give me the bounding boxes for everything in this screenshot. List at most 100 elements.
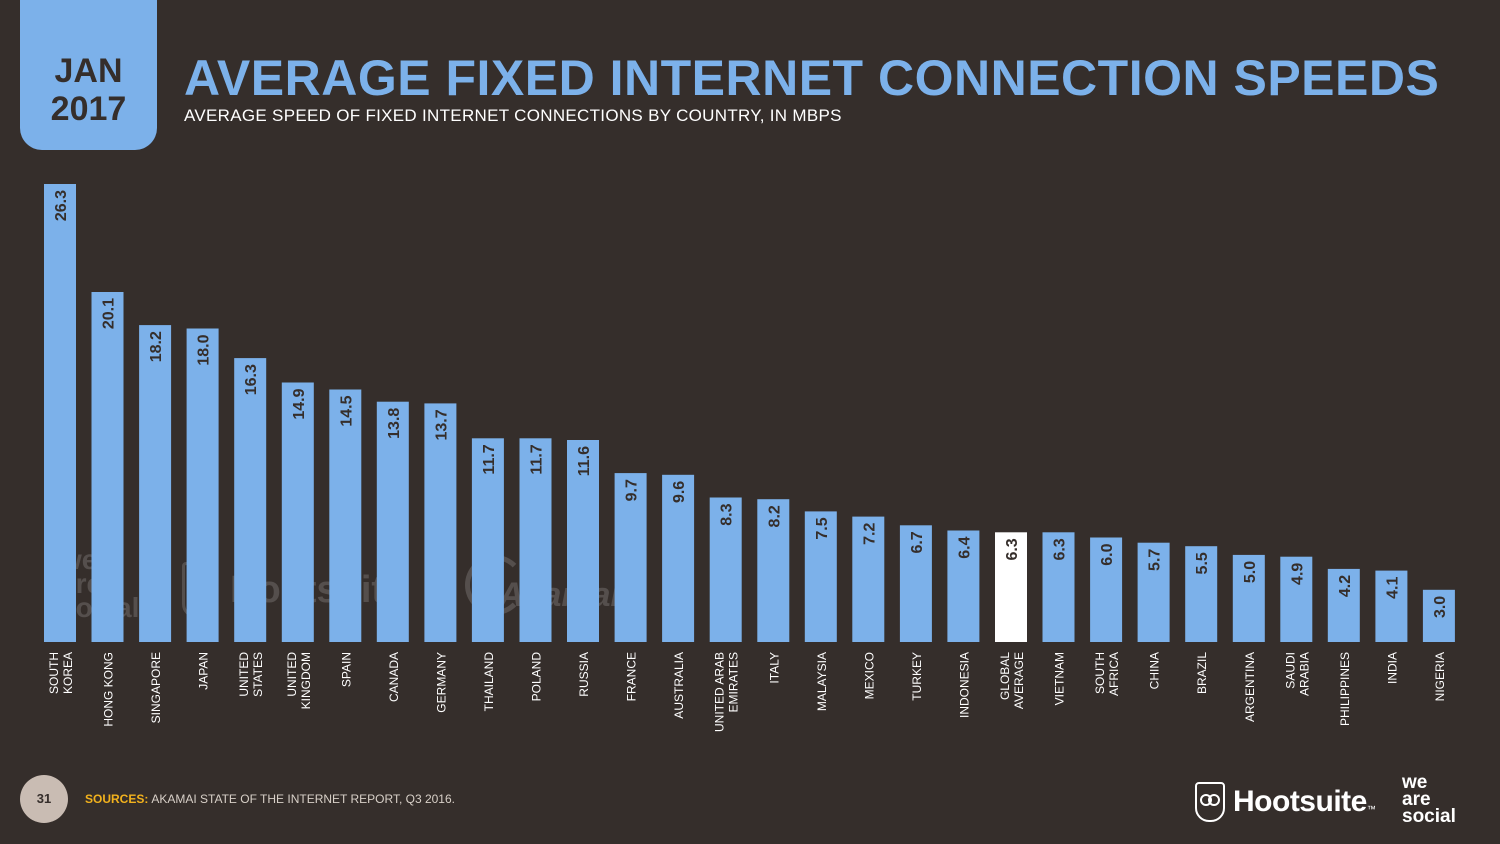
bar-9: [471, 438, 504, 642]
value-label-11: 11.6: [576, 446, 593, 476]
page-title: AVERAGE FIXED INTERNET CONNECTION SPEEDS: [184, 50, 1440, 106]
category-label-22: SOUTHAFRICA: [1093, 652, 1121, 696]
page-subtitle: AVERAGE SPEED OF FIXED INTERNET CONNECTI…: [184, 106, 842, 125]
value-label-22: 6.0: [1099, 543, 1116, 565]
bar-21: [1042, 532, 1075, 642]
bar-5: [281, 382, 314, 642]
value-label-19: 6.4: [956, 536, 973, 558]
value-label-26: 4.9: [1289, 563, 1306, 585]
value-label-4: 16.3: [243, 364, 260, 395]
bar-10: [519, 438, 552, 642]
trademark-symbol: ™: [1366, 804, 1376, 814]
value-label-16: 7.5: [814, 517, 831, 539]
value-label-15: 8.2: [766, 505, 783, 527]
category-label-12: FRANCE: [625, 652, 639, 701]
bar-0: [44, 184, 76, 642]
hootsuite-wordmark: Hootsuite: [1233, 785, 1367, 818]
value-label-18: 6.7: [909, 531, 926, 553]
value-label-17: 7.2: [861, 523, 878, 545]
bar-26: [1280, 556, 1313, 642]
page-number: 31: [20, 775, 68, 823]
value-label-8: 13.7: [433, 409, 450, 440]
bar-7: [376, 401, 409, 642]
category-label-16: MALAYSIA: [815, 652, 829, 711]
bar-19: [947, 530, 980, 642]
bar-25: [1232, 554, 1265, 642]
category-label-17: MEXICO: [862, 652, 876, 699]
bar-8: [424, 403, 457, 642]
category-label-26: SAUDIARABIA: [1283, 652, 1311, 696]
bar-12: [614, 473, 647, 642]
category-label-7: CANADA: [387, 652, 401, 702]
category-label-3: JAPAN: [197, 652, 211, 690]
category-label-9: THAILAND: [482, 652, 496, 712]
bar-1: [91, 292, 124, 642]
value-label-10: 11.7: [529, 444, 546, 474]
category-label-5: UNITEDKINGDOM: [285, 652, 313, 710]
category-label-11: RUSSIA: [577, 652, 591, 697]
value-label-25: 5.0: [1242, 561, 1259, 583]
category-label-13: AUSTRALIA: [672, 652, 686, 719]
category-label-19: INDONESIA: [957, 652, 971, 718]
category-label-0: SOUTHKOREA: [47, 652, 75, 694]
hootsuite-logo: Hootsuite ™: [1195, 780, 1376, 824]
value-label-6: 14.5: [338, 395, 355, 426]
sources-text: AKAMAI STATE OF THE INTERNET REPORT, Q3 …: [151, 792, 455, 806]
sources-label: SOURCES:: [85, 792, 149, 806]
category-label-4: UNITEDSTATES: [237, 652, 265, 697]
bar-24: [1185, 546, 1218, 642]
bar-chart: 26.3 SOUTHKOREA 20.1 HONG KONG 18.2 SINGAPORE…: [44, 184, 1455, 732]
bar-22: [1090, 537, 1123, 642]
bar-2: [139, 325, 172, 642]
bar-17: [852, 516, 885, 642]
value-label-27: 4.2: [1337, 575, 1354, 597]
category-label-27: PHILIPPINES: [1338, 652, 1352, 726]
bar-28: [1375, 570, 1408, 642]
value-label-24: 5.5: [1194, 552, 1211, 574]
sources-note: SOURCES: AKAMAI STATE OF THE INTERNET REP…: [85, 792, 455, 806]
category-label-21: VIETNAM: [1053, 652, 1067, 705]
value-label-14: 8.3: [719, 503, 736, 525]
value-label-29: 3.0: [1432, 596, 1449, 618]
category-label-8: GERMANY: [434, 652, 448, 713]
bar-15: [757, 499, 790, 642]
category-label-24: BRAZIL: [1195, 652, 1209, 694]
category-label-10: POLAND: [530, 652, 544, 702]
category-label-14: UNITED ARABEMIRATES: [713, 652, 741, 732]
category-label-2: SINGAPORE: [149, 652, 163, 723]
value-label-23: 5.7: [1147, 549, 1164, 571]
value-label-28: 4.1: [1384, 577, 1401, 599]
category-label-28: INDIA: [1385, 652, 1399, 684]
value-label-3: 18.0: [196, 334, 213, 365]
value-label-7: 13.8: [386, 408, 403, 439]
value-label-2: 18.2: [148, 331, 165, 362]
category-label-6: SPAIN: [339, 652, 353, 687]
date-year: 2017: [50, 90, 127, 128]
bar-16: [804, 511, 837, 642]
category-label-18: TURKEY: [910, 652, 924, 701]
value-label-12: 9.7: [624, 479, 641, 501]
bar-27: [1327, 568, 1360, 642]
date-month: JAN: [54, 52, 123, 90]
value-label-13: 9.6: [671, 481, 688, 503]
bar-18: [899, 525, 932, 642]
bar-6: [329, 389, 362, 642]
bar-13: [662, 474, 695, 642]
category-label-23: CHINA: [1148, 652, 1162, 689]
we-are-social-logo: we are social: [1402, 772, 1456, 827]
value-label-21: 6.3: [1052, 538, 1069, 560]
bar-3: [186, 328, 219, 642]
bar-20: [995, 532, 1027, 642]
date-badge: JAN 2017: [20, 0, 157, 150]
category-label-29: NIGERIA: [1433, 652, 1447, 701]
value-label-0: 26.3: [53, 190, 70, 221]
value-label-5: 14.9: [291, 388, 308, 419]
bar-14: [709, 497, 742, 642]
category-label-15: ITALY: [767, 652, 781, 684]
value-label-9: 11.7: [481, 444, 498, 474]
value-label-1: 20.1: [101, 298, 118, 329]
category-label-20: GLOBALAVERAGE: [998, 652, 1026, 709]
category-label-25: ARGENTINA: [1243, 652, 1257, 722]
bar-29: [1422, 589, 1455, 642]
owl-icon: [1195, 782, 1225, 822]
